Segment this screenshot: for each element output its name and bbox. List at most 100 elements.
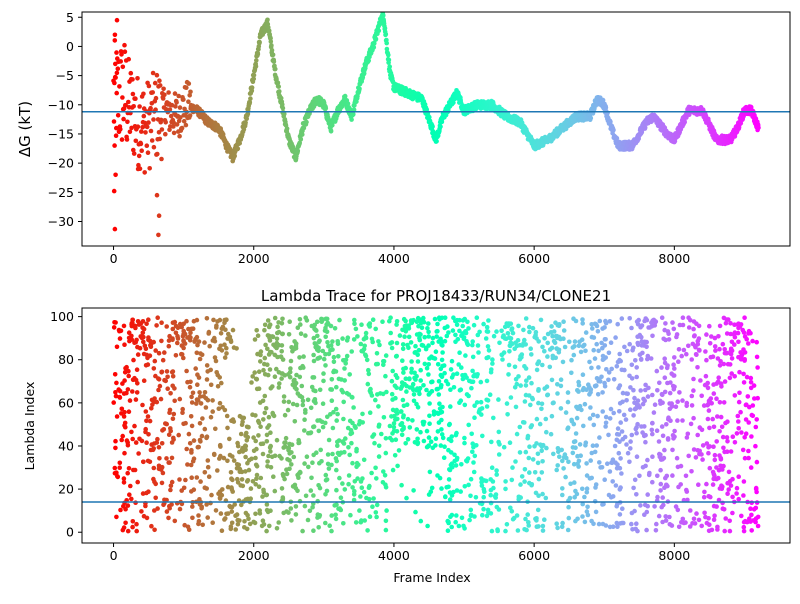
lambda-point xyxy=(447,467,452,472)
dg-outlier-point xyxy=(114,125,119,131)
lambda-point xyxy=(670,383,676,389)
lambda-point xyxy=(686,315,691,321)
dg-point xyxy=(163,131,168,137)
lambda-point xyxy=(638,356,644,362)
dg-point xyxy=(138,141,144,147)
lambda-point xyxy=(650,333,655,339)
dg-point xyxy=(282,111,287,117)
lambda-point xyxy=(481,494,487,500)
lambda-point xyxy=(271,474,276,480)
lambda-point xyxy=(265,346,270,352)
lambda-point xyxy=(403,329,409,334)
lambda-point xyxy=(368,390,374,395)
lambda-point xyxy=(416,323,421,329)
lambda-point xyxy=(624,391,629,396)
lambda-point xyxy=(590,443,596,449)
lambda-point xyxy=(279,376,284,381)
lambda-point xyxy=(409,359,414,364)
lambda-point xyxy=(151,339,156,345)
lambda-point xyxy=(401,316,407,322)
lambda-point xyxy=(334,384,339,390)
lambda-point xyxy=(543,495,549,501)
lambda-point xyxy=(242,525,247,530)
lambda-point xyxy=(156,376,161,381)
lambda-point xyxy=(518,383,523,388)
lambda-point xyxy=(582,519,588,525)
lambda-point xyxy=(303,333,308,338)
lambda-point xyxy=(722,379,728,384)
lambda-point xyxy=(618,521,623,526)
lambda-point xyxy=(691,388,696,393)
lambda-point xyxy=(151,465,157,471)
lambda-point xyxy=(687,524,693,529)
lambda-point xyxy=(753,519,758,525)
lambda-point xyxy=(123,520,128,526)
lambda-point xyxy=(392,413,397,419)
lambda-point xyxy=(246,467,252,473)
dg-point xyxy=(351,112,356,117)
lambda-point xyxy=(512,346,517,352)
dg-point xyxy=(251,76,256,82)
lambda-point xyxy=(637,473,642,479)
lambda-point xyxy=(642,398,647,404)
lambda-point xyxy=(265,459,270,464)
lambda-point xyxy=(527,444,532,450)
lambda-point xyxy=(580,344,586,349)
lambda-point xyxy=(425,523,430,529)
dg-point xyxy=(381,13,386,18)
lambda-point xyxy=(747,516,752,521)
lambda-point xyxy=(468,493,473,499)
lambda-point xyxy=(198,401,204,406)
lambda-point xyxy=(525,433,531,439)
lambda-point xyxy=(619,429,625,434)
lambda-point xyxy=(656,439,662,444)
lambda-point xyxy=(400,358,405,364)
lambda-point xyxy=(234,462,240,467)
lambda-point xyxy=(600,390,605,395)
lambda-point xyxy=(410,418,415,423)
lambda-point xyxy=(723,420,728,426)
lambda-point xyxy=(167,460,172,465)
lambda-point xyxy=(475,332,481,338)
lambda-point xyxy=(645,457,650,463)
lambda-point xyxy=(472,403,477,409)
lambda-point xyxy=(139,509,144,514)
lambda-point xyxy=(591,347,596,353)
lambda-point xyxy=(364,357,370,363)
lambda-point xyxy=(335,341,341,347)
dg-point xyxy=(232,153,237,159)
lambda-point xyxy=(234,512,240,517)
lambda-point xyxy=(167,503,172,509)
lambda-point xyxy=(535,451,541,457)
lambda-point xyxy=(506,362,512,368)
lambda-point xyxy=(663,321,668,326)
lambda-point xyxy=(334,458,340,464)
lambda-point xyxy=(739,513,744,519)
lambda-point xyxy=(462,435,467,441)
dg-point xyxy=(430,124,435,129)
lambda-point xyxy=(246,516,251,522)
lambda-point xyxy=(118,328,124,334)
lambda-point xyxy=(474,374,480,379)
lambda-point xyxy=(659,365,664,370)
lambda-point xyxy=(704,357,709,363)
lambda-point xyxy=(519,474,525,479)
lambda-point xyxy=(657,380,662,386)
lambda-point xyxy=(422,361,428,367)
lambda-point xyxy=(463,353,468,358)
lambda-point xyxy=(334,502,339,508)
lambda-point xyxy=(351,337,357,342)
lambda-point xyxy=(554,346,560,352)
lambda-point xyxy=(635,342,641,348)
lambda-y-axis-label: Lambda Index xyxy=(22,382,37,471)
lambda-point xyxy=(311,493,316,498)
lambda-point xyxy=(640,350,645,356)
lambda-point xyxy=(561,336,566,342)
lambda-point xyxy=(377,342,382,348)
lambda-point xyxy=(522,479,527,484)
dg-point xyxy=(160,96,166,101)
lambda-point xyxy=(305,397,311,403)
dg-point xyxy=(126,56,131,62)
lambda-point xyxy=(330,425,336,431)
lambda-point xyxy=(398,409,404,414)
